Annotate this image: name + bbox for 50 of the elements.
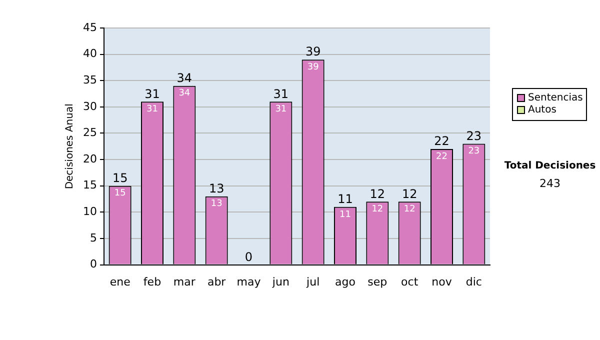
total-label: 31	[144, 86, 160, 101]
total-label: 0	[244, 250, 253, 264]
y-tick-label: 15	[82, 178, 97, 192]
legend-label: Autos	[528, 104, 556, 116]
x-tick-label: mar	[173, 275, 196, 288]
text: 243	[540, 176, 560, 190]
y-tick-label: 25	[82, 126, 97, 140]
y-tick-label: 35	[82, 73, 97, 86]
data-label: 11	[340, 210, 351, 220]
x-tick-label: may	[236, 275, 262, 288]
x-tick-label: feb	[143, 275, 162, 288]
x-tick-label: jun	[271, 275, 290, 288]
x-tick-label: abr	[207, 275, 226, 288]
total-label: 31	[273, 86, 289, 101]
y-axis-title: Decisiones Anual	[64, 104, 76, 190]
total-label: 15	[112, 170, 128, 185]
y-tick-label: 40	[82, 47, 97, 60]
total-label: 11	[338, 192, 353, 206]
x-tick-label: ene	[110, 275, 131, 288]
data-label: 31	[275, 104, 287, 115]
y-tick-label: 30	[82, 100, 97, 113]
y-tick-label: 0	[90, 258, 97, 271]
legend-label: Sentencias	[528, 92, 583, 104]
data-label: 12	[404, 204, 416, 214]
total-label: 12	[370, 186, 386, 201]
data-label: 34	[178, 88, 190, 99]
y-tick-label: 5	[90, 231, 97, 244]
total-label: 34	[176, 71, 192, 86]
x-tick-label: dic	[466, 275, 482, 288]
x-tick-label: nov	[432, 275, 452, 288]
x-tick-label: sep	[368, 275, 388, 288]
x-tick-label: jul	[306, 275, 320, 288]
total-label: 13	[208, 182, 224, 196]
y-tick-label: 20	[82, 152, 97, 166]
y-tick-label: 45	[82, 20, 97, 34]
data-label: 22	[436, 152, 448, 162]
total-label: 12	[402, 186, 418, 201]
y-tick-label: 10	[82, 205, 97, 218]
x-tick-label: oct	[401, 275, 419, 288]
data-label: 15	[114, 188, 126, 199]
data-label: 23	[468, 146, 480, 157]
data-label: 39	[307, 62, 320, 72]
total-label: 23	[466, 128, 482, 143]
data-label: 31	[146, 104, 158, 115]
x-tick-label: ago	[335, 275, 356, 288]
data-label: 13	[210, 199, 222, 210]
total-label: 22	[434, 134, 450, 148]
data-label: 12	[372, 204, 384, 214]
text: Total Decisiones	[504, 160, 596, 172]
total-label: 39	[305, 44, 321, 59]
